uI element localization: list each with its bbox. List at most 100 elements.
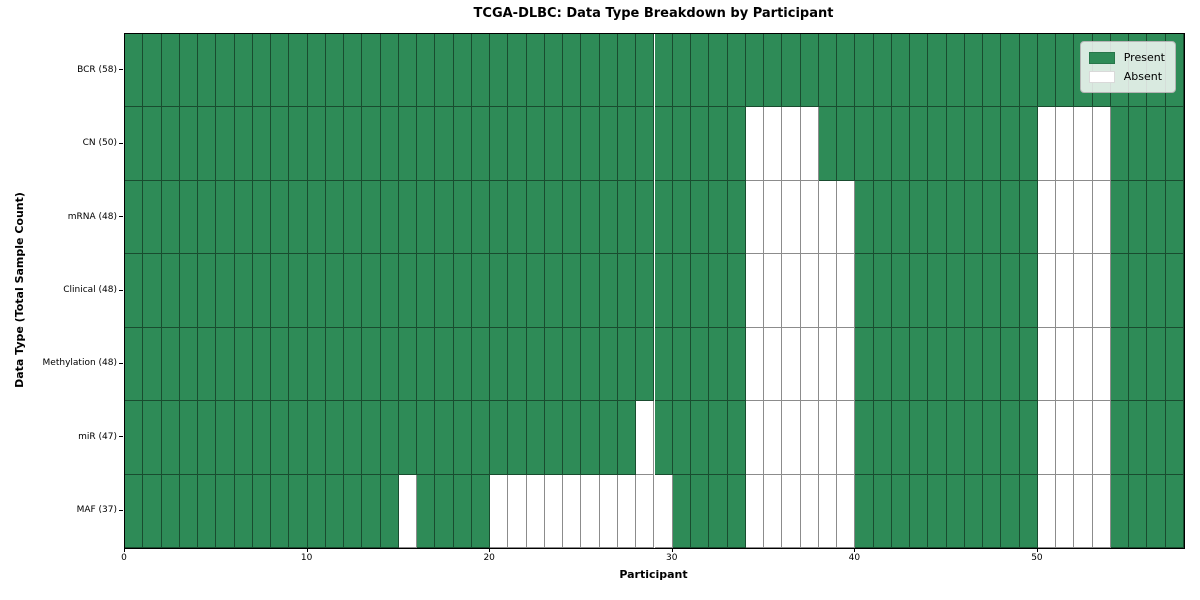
heatmap-cell <box>709 34 728 108</box>
heatmap-cell <box>709 254 728 328</box>
heatmap-cell <box>344 180 363 255</box>
heatmap-cell <box>928 474 947 548</box>
heatmap-cell <box>873 107 892 181</box>
y-tick-mark <box>119 142 123 144</box>
heatmap-cell <box>179 401 199 475</box>
heatmap-cell <box>891 401 911 475</box>
heatmap-cell <box>198 327 217 402</box>
x-tick-label: 30 <box>666 553 678 563</box>
heatmap-cell <box>1019 254 1038 328</box>
heatmap-cell <box>271 474 290 548</box>
heatmap-cell <box>216 401 235 475</box>
heatmap-cell <box>837 180 856 255</box>
heatmap-cell <box>581 474 600 548</box>
heatmap-cell <box>691 327 710 402</box>
heatmap-cell <box>599 401 618 475</box>
heatmap-cell <box>252 34 272 108</box>
heatmap-cell <box>910 254 929 328</box>
heatmap-cell <box>490 34 509 108</box>
heatmap-cell <box>544 401 564 475</box>
heatmap-cell <box>946 34 965 108</box>
heatmap-cell <box>289 254 308 328</box>
heatmap-cell <box>307 180 326 255</box>
heatmap-cell <box>910 34 929 108</box>
heatmap-cell <box>544 327 564 402</box>
heatmap-cell <box>1019 180 1038 255</box>
heatmap-cell <box>800 327 819 402</box>
x-tick-label: 10 <box>300 553 313 563</box>
heatmap-cell <box>891 107 911 181</box>
heatmap-cell <box>398 107 418 181</box>
x-axis-label: Participant <box>619 568 688 581</box>
heatmap-cell <box>1110 107 1130 181</box>
heatmap-cell <box>691 180 710 255</box>
heatmap-cell <box>325 34 345 108</box>
heatmap-cell <box>599 34 618 108</box>
heatmap-cell <box>691 474 710 548</box>
heatmap-cell <box>727 401 746 475</box>
heatmap-cell <box>964 34 984 108</box>
heatmap-cell <box>1074 254 1093 328</box>
heatmap-cell <box>800 254 819 328</box>
heatmap-cell <box>1165 474 1184 548</box>
heatmap-cell <box>490 327 509 402</box>
heatmap-cell <box>271 401 290 475</box>
y-tick-label: Methylation (48) <box>42 358 117 369</box>
heatmap-cell <box>745 474 765 548</box>
y-tick-label: mRNA (48) <box>67 211 117 222</box>
heatmap-cell <box>581 254 600 328</box>
heatmap-cell <box>179 34 199 108</box>
heatmap-cell <box>179 254 199 328</box>
heatmap-cell <box>964 401 984 475</box>
heatmap-cell <box>928 327 947 402</box>
heatmap-cell <box>271 180 290 255</box>
heatmap-cell <box>727 254 746 328</box>
heatmap-cell <box>344 34 363 108</box>
heatmap-cell <box>599 254 618 328</box>
heatmap-cell <box>617 474 637 548</box>
heatmap-cell <box>946 474 965 548</box>
heatmap-cell <box>234 254 253 328</box>
heatmap-cell <box>855 401 874 475</box>
heatmap-cell <box>672 401 691 475</box>
heatmap-cell <box>891 474 911 548</box>
heatmap-cell <box>1129 474 1148 548</box>
heatmap-cell <box>1147 180 1166 255</box>
heatmap-cell <box>453 254 472 328</box>
heatmap-plot-area <box>124 33 1185 549</box>
heatmap-cell <box>526 34 545 108</box>
heatmap-cell <box>526 401 545 475</box>
heatmap-cell <box>910 401 929 475</box>
heatmap-cell <box>837 327 856 402</box>
heatmap-cell <box>234 327 253 402</box>
heatmap-cell <box>672 107 691 181</box>
heatmap-cell <box>745 34 765 108</box>
x-tick-mark <box>671 548 673 552</box>
heatmap-cell <box>417 180 436 255</box>
heatmap-cell <box>125 107 144 181</box>
heatmap-cell <box>1074 180 1093 255</box>
heatmap-cell <box>271 327 290 402</box>
heatmap-cell <box>1092 327 1111 402</box>
heatmap-cell <box>1074 474 1093 548</box>
heatmap-cell <box>471 254 491 328</box>
legend-swatch-present <box>1088 51 1115 64</box>
heatmap-cell <box>910 107 929 181</box>
heatmap-cell <box>362 327 381 402</box>
heatmap-cell <box>1129 254 1148 328</box>
heatmap-cell <box>928 401 947 475</box>
heatmap-cell <box>672 474 691 548</box>
heatmap-cell <box>179 474 199 548</box>
heatmap-cell <box>1019 34 1038 108</box>
heatmap-cell <box>1165 327 1184 402</box>
heatmap-cell <box>837 474 856 548</box>
heatmap-cell <box>745 401 765 475</box>
heatmap-cell <box>1074 327 1093 402</box>
y-tick-mark <box>119 289 123 291</box>
heatmap-cell <box>691 34 710 108</box>
heatmap-cell <box>234 474 253 548</box>
x-tick-label: 40 <box>848 553 861 563</box>
heatmap-cell <box>764 34 783 108</box>
heatmap-cell <box>709 474 728 548</box>
heatmap-cell <box>417 107 436 181</box>
